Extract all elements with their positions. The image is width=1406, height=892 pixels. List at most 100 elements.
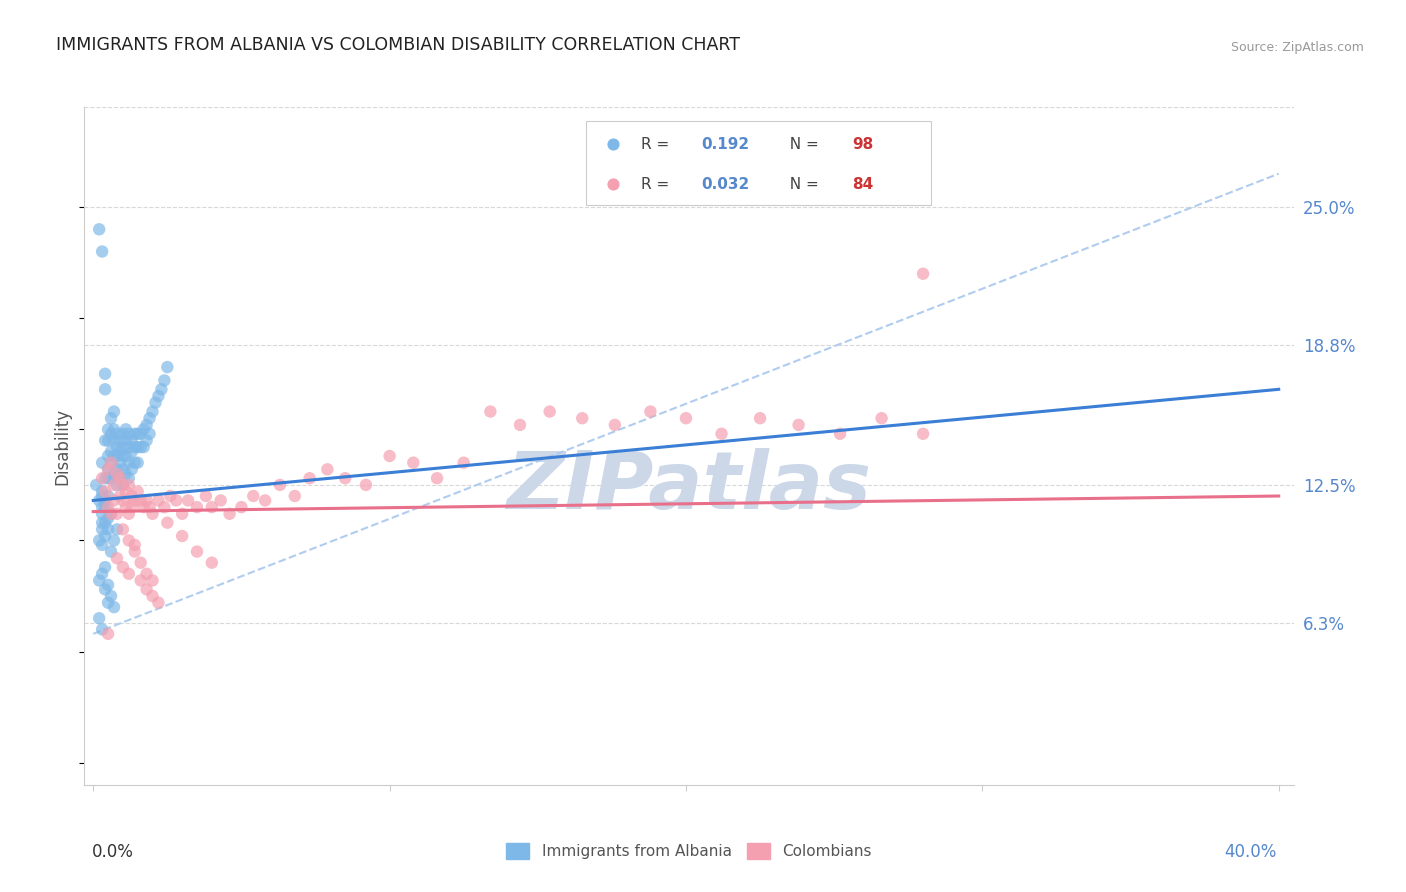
Point — [91, 507, 114, 521]
Point — [148, 389, 170, 403]
Point — [111, 493, 134, 508]
Point — [124, 538, 146, 552]
Point — [201, 500, 224, 515]
Point — [316, 462, 339, 476]
Point — [111, 478, 134, 492]
Point — [118, 440, 141, 454]
Point — [538, 404, 561, 418]
Text: 98: 98 — [852, 136, 873, 152]
Point — [118, 456, 141, 470]
Point — [94, 500, 117, 515]
Point — [103, 404, 125, 418]
Point — [94, 560, 117, 574]
Text: IMMIGRANTS FROM ALBANIA VS COLOMBIAN DISABILITY CORRELATION CHART: IMMIGRANTS FROM ALBANIA VS COLOMBIAN DIS… — [56, 36, 740, 54]
Point — [97, 578, 120, 592]
Point — [603, 417, 626, 432]
Point — [103, 600, 125, 615]
Point — [148, 493, 170, 508]
Point — [111, 449, 134, 463]
Point — [129, 493, 152, 508]
FancyBboxPatch shape — [586, 120, 931, 205]
Point — [129, 440, 152, 454]
Point — [201, 556, 224, 570]
Point — [103, 493, 125, 508]
Point — [150, 382, 173, 396]
Text: 0.192: 0.192 — [702, 136, 749, 152]
Point — [84, 478, 107, 492]
Point — [94, 484, 117, 499]
Point — [186, 500, 208, 515]
Text: 0.0%: 0.0% — [91, 843, 134, 861]
Point — [135, 434, 157, 448]
Point — [135, 417, 157, 432]
Point — [94, 471, 117, 485]
Text: R =: R = — [641, 177, 673, 192]
Point — [97, 434, 120, 448]
Point — [111, 440, 134, 454]
Point — [127, 484, 149, 499]
Point — [97, 422, 120, 436]
Point — [172, 529, 194, 543]
Point — [186, 544, 208, 558]
Point — [108, 471, 131, 485]
Point — [138, 426, 160, 441]
Point — [97, 500, 120, 515]
Point — [115, 467, 138, 481]
Point — [870, 411, 893, 425]
Point — [94, 434, 117, 448]
Point — [132, 500, 155, 515]
Point — [115, 422, 138, 436]
Point — [105, 426, 128, 441]
Point — [115, 434, 138, 448]
Point — [209, 493, 232, 508]
Point — [242, 489, 264, 503]
Point — [132, 440, 155, 454]
Point — [298, 471, 321, 485]
Point — [218, 507, 240, 521]
Point — [159, 489, 181, 503]
Point — [111, 462, 134, 476]
Point — [105, 440, 128, 454]
Point — [129, 556, 152, 570]
Point — [91, 244, 114, 259]
Point — [103, 533, 125, 548]
Point — [94, 516, 117, 530]
Point — [138, 411, 160, 425]
Point — [129, 426, 152, 441]
Y-axis label: Disability: Disability — [53, 408, 72, 484]
Point — [105, 507, 128, 521]
Point — [354, 478, 377, 492]
Point — [91, 456, 114, 470]
Point — [135, 582, 157, 597]
Point — [172, 507, 194, 521]
Point — [100, 507, 122, 521]
Point — [97, 489, 120, 503]
Text: Source: ZipAtlas.com: Source: ZipAtlas.com — [1230, 40, 1364, 54]
Text: N =: N = — [780, 177, 824, 192]
Point — [231, 500, 253, 515]
Point — [97, 449, 120, 463]
Point — [108, 456, 131, 470]
Point — [135, 493, 157, 508]
Point — [94, 493, 117, 508]
Point — [378, 449, 401, 463]
Point — [118, 478, 141, 492]
Point — [141, 589, 163, 603]
Point — [453, 456, 475, 470]
Point — [94, 367, 117, 381]
Point — [89, 533, 111, 548]
Point — [97, 627, 120, 641]
Point — [571, 411, 593, 425]
Point — [103, 478, 125, 492]
Point — [97, 596, 120, 610]
Point — [89, 574, 111, 588]
Point — [121, 444, 143, 458]
Point — [103, 434, 125, 448]
Point — [97, 471, 120, 485]
Point — [100, 471, 122, 485]
Point — [118, 426, 141, 441]
Point — [194, 489, 217, 503]
Point — [124, 544, 146, 558]
Point — [97, 462, 120, 476]
Point — [156, 360, 179, 375]
